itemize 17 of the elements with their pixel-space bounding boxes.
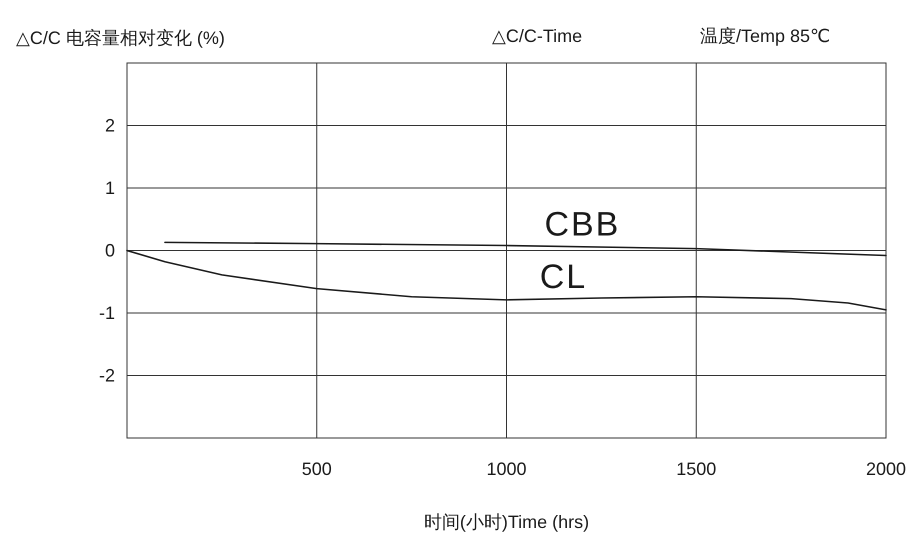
line-series — [126, 250, 887, 311]
y-axis-title: △C/C 电容量相对变化 (%) — [16, 28, 225, 48]
x-tick-label: 1500 — [676, 459, 716, 479]
y-tick-label: -2 — [98, 366, 115, 386]
y-tick-label: 2 — [104, 116, 115, 136]
x-tick-label: 500 — [302, 459, 332, 479]
series-label: CL — [540, 258, 588, 296]
series-label: CBB — [544, 206, 620, 244]
line-series — [164, 242, 887, 256]
chart-title: △C/C-Time — [492, 26, 582, 46]
chart-subtitle: 温度/Temp 85℃ — [700, 26, 830, 46]
y-tick-label: 1 — [104, 178, 115, 198]
x-tick-label: 1000 — [486, 459, 527, 479]
y-tick-label: 0 — [104, 240, 115, 260]
x-axis-title: 时间(小时)Time (hrs) — [424, 512, 590, 532]
x-tick-label: 2000 — [866, 459, 906, 479]
y-tick-label: -1 — [98, 303, 115, 323]
